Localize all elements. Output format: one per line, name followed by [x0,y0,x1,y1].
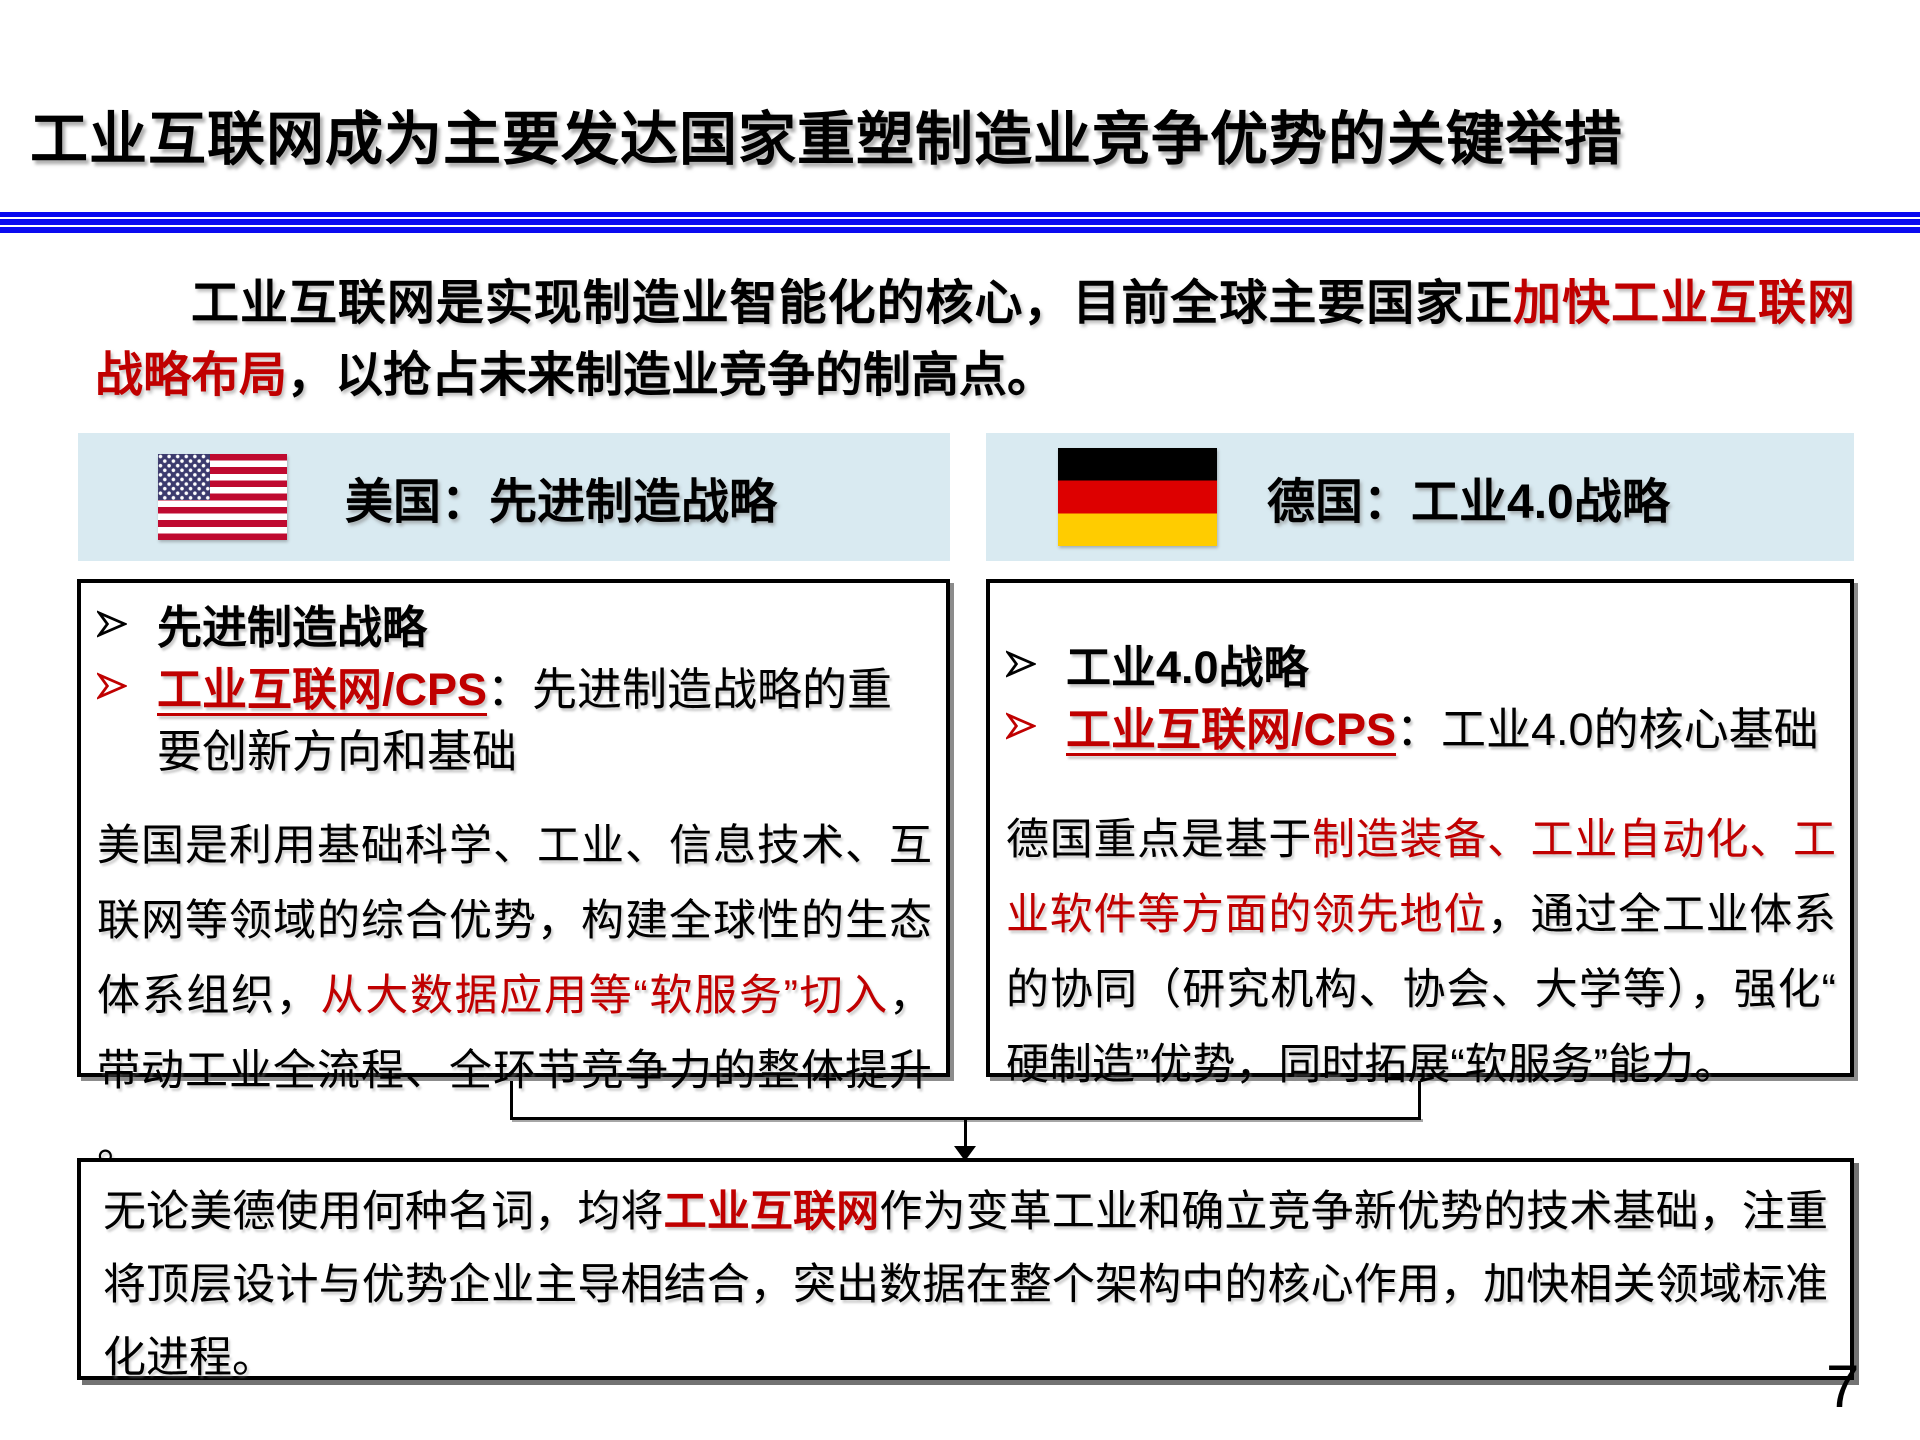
bullet-item: 工业4.0战略 [1006,637,1836,699]
germany-header: 德国：工业4.0战略 [986,433,1854,561]
down-arrow-icon [954,1146,976,1161]
arrow-bullet-icon [1006,711,1036,741]
bullet-text: 工业互联网/CPS：先进制造战略的重要创新方向和基础 [157,664,893,777]
bullet-item: 工业互联网/CPS：工业4.0的核心基础 [1006,699,1836,761]
bullet-text: 先进制造战略 [157,602,428,653]
conclusion-box: 无论美德使用何种名词，均将工业互联网作为变革工业和确立竞争新优势的技术基础，注重… [77,1158,1854,1382]
page-title: 工业互联网成为主要发达国家重塑制造业竞争优势的关键举措 [30,107,1624,172]
usa-box: 先进制造战略工业互联网/CPS：先进制造战略的重要创新方向和基础 美国是利用基础… [77,579,950,1170]
title-divider [0,212,1920,233]
usa-paragraph: 美国是利用基础科学、工业、信息技术、互联网等领域的综合优势，构建全球性的生态体系… [97,822,932,1170]
bullet-item: 先进制造战略 [97,597,932,659]
connector-stub-right [1418,1081,1421,1119]
arrow-bullet-icon [97,671,127,701]
germany-bullet-list: 工业4.0战略工业互联网/CPS：工业4.0的核心基础 [1006,637,1836,761]
connector-stub-left [510,1081,513,1119]
bullet-item: 工业互联网/CPS：先进制造战略的重要创新方向和基础 [97,659,932,783]
germany-flag-icon [1058,448,1217,546]
us-flag-canton [158,454,210,501]
usa-header: 美国：先进制造战略 [78,433,950,561]
germany-paragraph: 德国重点是基于制造装备、工业自动化、工业软件等方面的领先地位，通过全工业体系的协… [1006,816,1837,1089]
arrow-bullet-icon [97,609,127,639]
connector-horizontal-line [510,1117,1421,1120]
bullet-text: 工业4.0战略 [1066,642,1309,693]
usa-header-title: 美国：先进制造战略 [345,476,778,529]
bullet-text: 工业互联网/CPS：工业4.0的核心基础 [1066,704,1819,755]
intro-paragraph: 工业互联网是实现制造业智能化的核心，目前全球主要国家正加快工业互联网战略布局，以… [95,277,1855,402]
arrow-bullet-icon [1006,649,1036,679]
germany-box: 工业4.0战略工业互联网/CPS：工业4.0的核心基础 德国重点是基于制造装备、… [986,579,1854,1089]
conclusion-paragraph: 无论美德使用何种名词，均将工业互联网作为变革工业和确立竞争新优势的技术基础，注重… [103,1188,1829,1382]
us-flag-icon [158,454,287,540]
usa-bullet-list: 先进制造战略工业互联网/CPS：先进制造战略的重要创新方向和基础 [97,597,932,783]
germany-header-title: 德国：工业4.0战略 [1267,476,1670,529]
down-arrow-shaft [964,1120,967,1148]
page-number: 7 [1826,1353,1860,1420]
